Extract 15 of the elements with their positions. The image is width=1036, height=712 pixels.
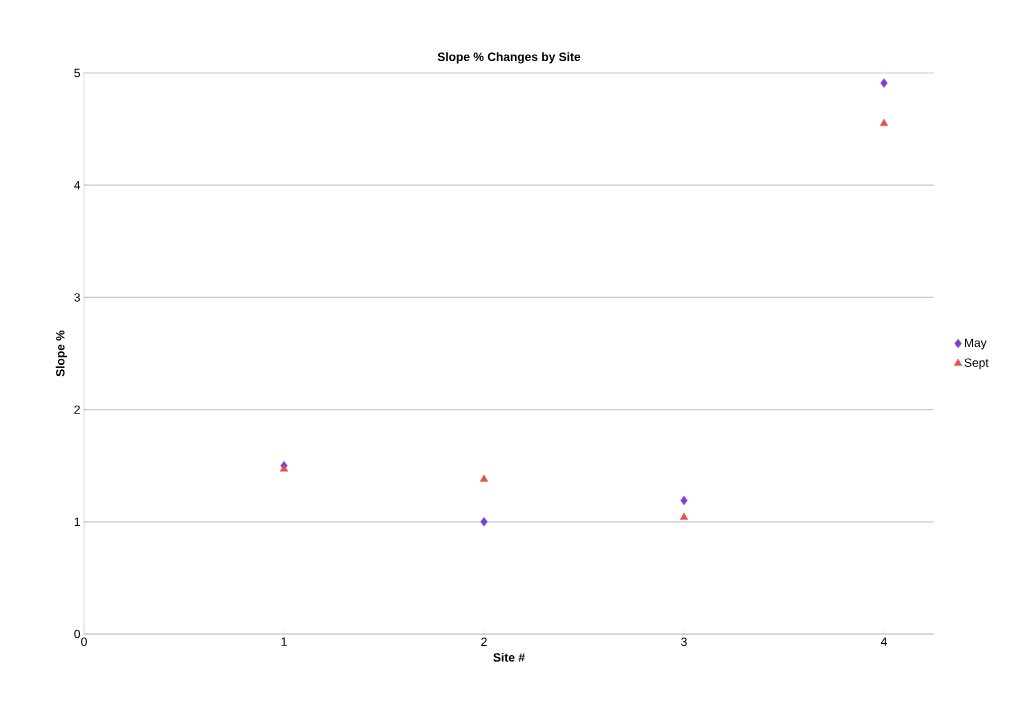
y-tick-label: 3 [74,293,80,302]
y-tick-label: 0 [74,629,81,639]
x-tick-label: 1 [281,637,287,646]
x-tick-label: 3 [681,637,687,647]
y-axis-title: Slope % [55,330,67,377]
x-tick-label: 4 [880,637,887,646]
chart-title: Slope % Changes by Site [437,52,581,64]
y-tick-label: 2 [74,405,80,414]
x-axis-title: Site # [493,652,525,662]
y-tick-label: 1 [74,517,80,526]
legend-label: May [964,338,987,350]
y-tick-label: 5 [74,68,80,78]
legend-label: Sept [964,358,989,370]
y-tick-label: 4 [74,181,81,190]
x-tick-label: 2 [481,637,487,646]
